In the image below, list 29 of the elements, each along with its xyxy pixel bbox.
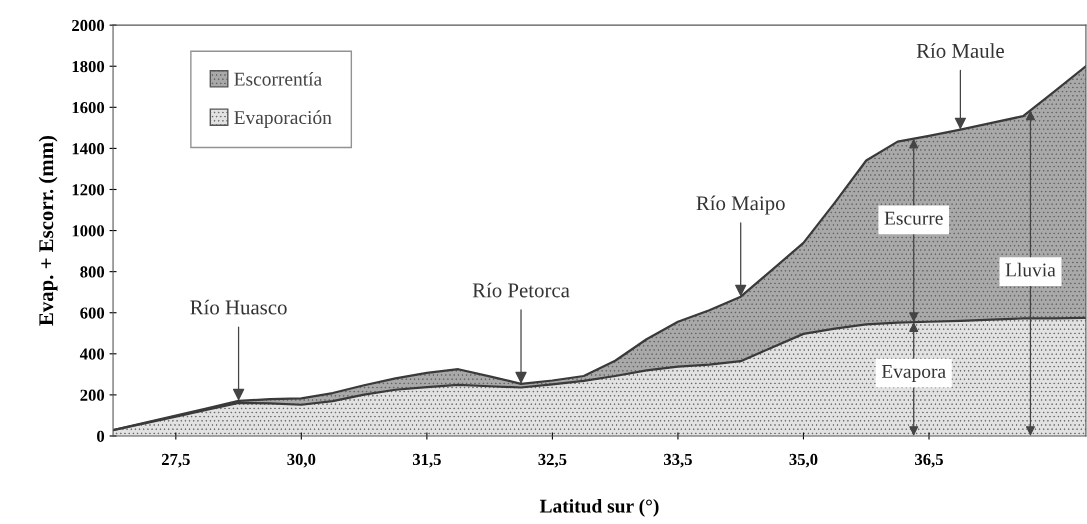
annotation: Escurre: [884, 211, 943, 225]
y-tick-label: 0: [97, 430, 105, 442]
x-tick-label: 31,5: [412, 453, 441, 468]
x-tick-label: 27,5: [161, 453, 190, 468]
annotation: Río Petorca: [472, 282, 570, 298]
y-tick-label: 2000: [72, 19, 105, 32]
y-tick-label: 1800: [72, 60, 105, 73]
y-tick-label: 800: [80, 266, 105, 278]
x-tick-label: 36,5: [915, 453, 943, 468]
x-tick-label: 33,5: [663, 453, 692, 468]
y-tick-label: 1600: [72, 102, 105, 114]
annotation: Río Maule: [916, 43, 1004, 58]
y-tick-label: 1200: [72, 184, 105, 196]
y-tick-label: 600: [80, 307, 105, 319]
annotation: Lluvia: [1005, 262, 1056, 277]
y-tick-label: 1400: [72, 143, 105, 155]
y-tick-label: 1000: [72, 225, 105, 237]
x-tick-label: 35,0: [789, 453, 818, 468]
y-axis-title: Evap. + Escorr. (mm): [38, 135, 58, 326]
x-axis-title: Latitud sur (°): [539, 499, 659, 517]
x-tick-label: 30,0: [287, 453, 316, 468]
y-tick-label: 400: [79, 348, 105, 360]
annotation: Río Huasco: [190, 299, 287, 315]
annotation: Río Maipo: [696, 195, 785, 215]
legend-label: Escorrentía: [234, 72, 322, 86]
annotation: Evapora: [881, 365, 946, 382]
legend-label: Evaporación: [234, 110, 332, 129]
x-tick-label: 32,5: [538, 453, 567, 468]
y-tick-label: 200: [80, 389, 105, 401]
